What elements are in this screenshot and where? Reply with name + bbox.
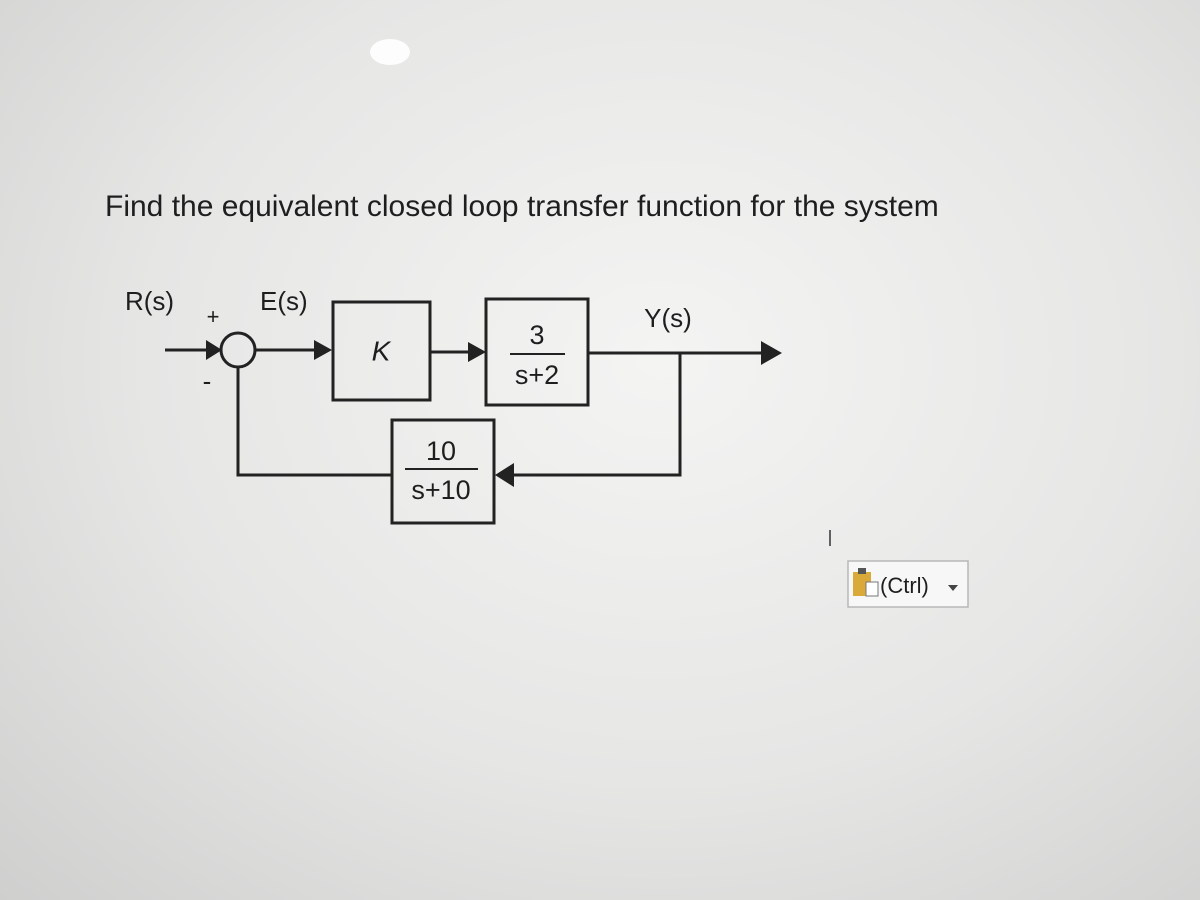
arrowhead [761,341,782,365]
plus-sign: + [207,304,220,329]
dropdown-arrow [948,585,958,591]
page-icon [865,581,879,597]
controller-label: K [372,335,392,366]
paste-options-button[interactable]: (Ctrl) [847,560,969,608]
output-label: Y(s) [644,303,692,333]
feedback-numerator: 10 [426,436,456,466]
feedback-return-line [236,367,392,477]
plant-numerator: 3 [529,320,544,350]
plant-denominator: s+2 [515,360,559,390]
summing-junction [219,331,257,369]
arrowhead [468,342,486,362]
input-label: R(s) [125,286,174,316]
arrowhead [206,340,222,360]
question-text: Find the equivalent closed loop transfer… [105,190,939,223]
glare [370,39,410,65]
feedback-denominator: s+10 [411,475,470,505]
feedback-line [510,353,682,477]
feedback-block [390,418,496,525]
block-diagram: R(s) + - E(s) K 3 s+2 Y(s) 10 s+10 [125,286,782,525]
arrowhead [314,340,332,360]
clipboard-clip [858,568,866,574]
paste-label: (Ctrl) [880,573,929,598]
error-label: E(s) [260,286,308,316]
minus-sign: - [203,366,212,396]
arrowhead [495,463,514,487]
